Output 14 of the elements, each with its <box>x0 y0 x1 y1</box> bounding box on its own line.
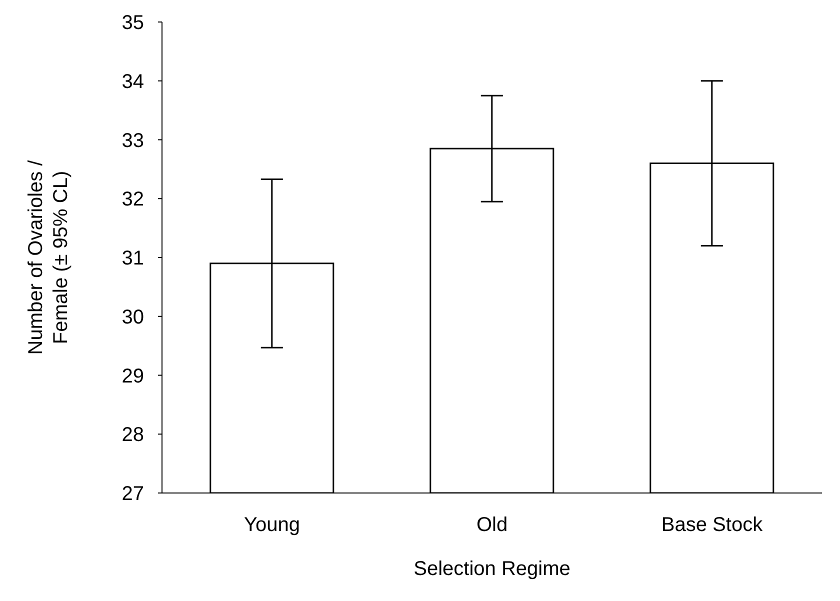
x-axis-title: Selection Regime <box>414 558 570 580</box>
x-tick-label: Old <box>476 514 508 536</box>
y-tick-label: 31 <box>122 248 144 270</box>
y-tick-label: 30 <box>122 306 144 328</box>
x-tick-label: Young <box>244 514 300 536</box>
y-tick-label: 35 <box>122 12 144 34</box>
y-axis-title: Number of Ovarioles / Female (± 95% CL) <box>25 160 72 355</box>
y-tick-label: 27 <box>122 483 144 506</box>
y-tick-label: 29 <box>122 365 144 388</box>
y-tick-label: 33 <box>122 130 144 152</box>
y-tick-label: 34 <box>122 70 144 93</box>
y-tick-label: 32 <box>122 188 144 211</box>
x-tick-label: Base Stock <box>661 514 764 536</box>
y-tick-label: 28 <box>122 424 144 446</box>
